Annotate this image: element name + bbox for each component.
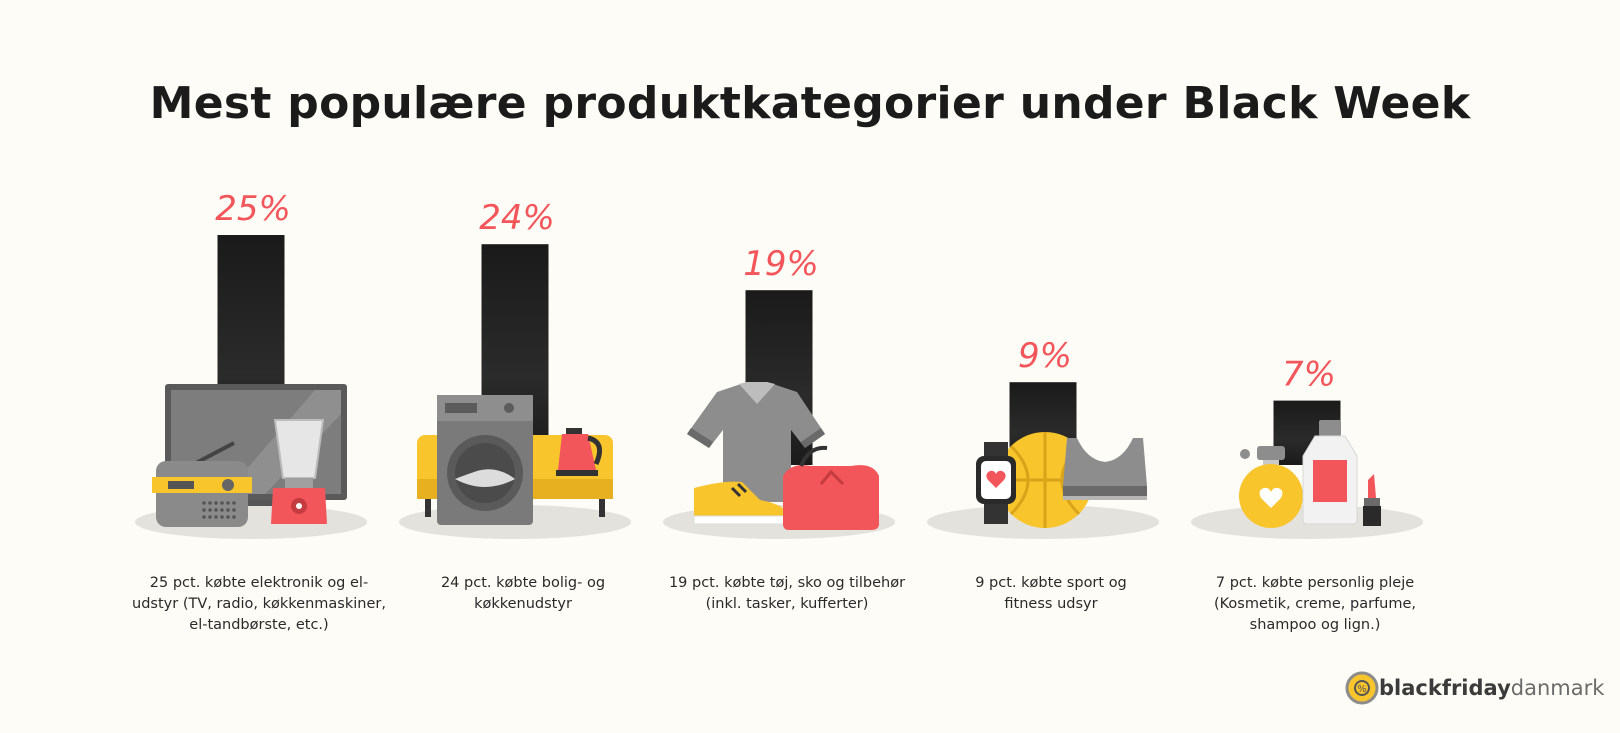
caption-line: 25 pct. købte elektronik og el-: [149, 575, 369, 591]
caption-line: 9 pct. købte sport og: [975, 575, 1127, 591]
category-caption-3: 19 pct. købte tøj, sko og tilbehør (inkl.…: [652, 573, 922, 615]
caption-line: udstyr (TV, radio, køkkenmaskiner,: [132, 596, 386, 612]
caption-line: køkkenudstyr: [474, 596, 572, 612]
value-label-1: 25%: [215, 189, 291, 229]
lipstick-icon: [1363, 474, 1381, 526]
caption-line: (inkl. tasker, kufferter): [705, 596, 869, 612]
smartwatch-icon: [976, 442, 1016, 524]
value-label-5: 7%: [1282, 355, 1336, 395]
value-label-2: 24%: [479, 198, 555, 238]
kettle-icon: [556, 428, 603, 476]
category-caption-2: 24 pct. købte bolig- og køkkenudstyr: [388, 573, 658, 615]
lotion-bottle-icon: [1302, 420, 1358, 525]
caption-line: (Kosmetik, creme, parfume,: [1213, 596, 1417, 612]
washing-machine-icon: [437, 395, 533, 525]
sports-bra-icon: [1063, 438, 1147, 500]
logo-text-light: danmark: [1510, 676, 1605, 700]
category-caption-4: 9 pct. købte sport og fitness udsyr: [916, 573, 1186, 615]
logo-icon: %: [1345, 671, 1379, 705]
category-caption-5: 7 pct. købte personlig pleje (Kosmetik, c…: [1180, 573, 1450, 636]
caption-line: 24 pct. købte bolig- og: [440, 575, 606, 591]
blender-icon: [271, 419, 327, 524]
chart-title: Mest populære produktkategorier under Bl…: [149, 78, 1471, 129]
category-caption-1: 25 pct. købte elektronik og el-udstyr (T…: [124, 573, 394, 636]
caption-line: 19 pct. købte tøj, sko og tilbehør: [668, 575, 906, 591]
caption-line: shampoo og lign.): [1249, 617, 1381, 633]
caption-line: fitness udsyr: [1004, 596, 1098, 612]
value-label-4: 9%: [1018, 336, 1072, 376]
svg-text:%: %: [1357, 684, 1367, 695]
radio-icon: [152, 441, 252, 527]
brand-logo[interactable]: % blackfriday danmark: [1345, 670, 1604, 706]
caption-line: 7 pct. købte personlig pleje: [1215, 575, 1415, 591]
caption-line: el-tandbørste, etc.): [189, 617, 329, 633]
value-label-3: 19%: [743, 244, 819, 284]
bag-icon: [783, 445, 879, 530]
perfume-icon: [1239, 446, 1303, 528]
logo-text-bold: blackfriday: [1379, 676, 1511, 700]
